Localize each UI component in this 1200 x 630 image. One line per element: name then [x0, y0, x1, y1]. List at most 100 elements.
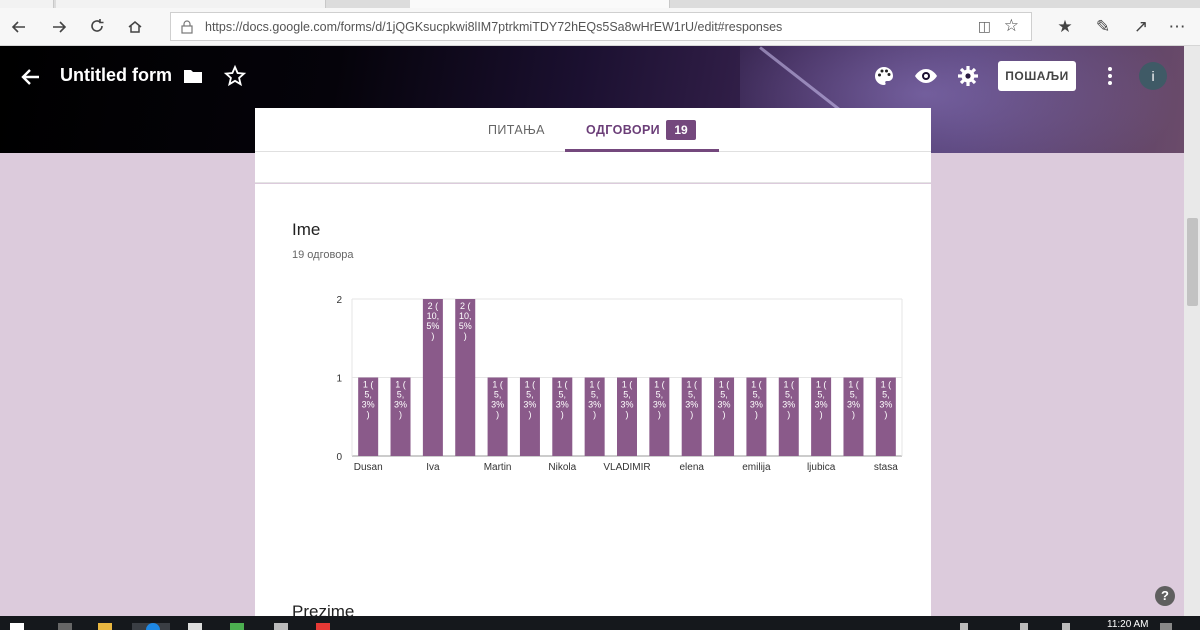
task-view-icon[interactable]: [58, 623, 72, 630]
form-tabs: ПИТАЊА ОДГОВОРИ 19: [255, 108, 931, 152]
send-button[interactable]: ПОШАЉИ: [998, 61, 1076, 91]
chart-bar: [746, 377, 767, 456]
chart-data-label: 2 (10, 5%): [459, 301, 472, 341]
chrome-icon[interactable]: [230, 623, 244, 630]
reading-view-icon[interactable]: ◫: [977, 18, 991, 34]
chart-bar: [681, 377, 702, 456]
chart-bar: [875, 377, 896, 456]
more-dots-icon[interactable]: ⋯: [1168, 17, 1186, 36]
refresh-icon[interactable]: [84, 14, 110, 40]
preview-eye-icon[interactable]: [913, 63, 939, 89]
y-tick-label: 0: [336, 452, 342, 463]
responses-count-badge: 19: [666, 120, 696, 140]
back-arrow-icon[interactable]: [6, 14, 32, 40]
browser-tab[interactable]: [0, 0, 54, 8]
app-red-icon[interactable]: [316, 623, 330, 630]
chart-data-label: 1 (5, 3%): [491, 380, 504, 420]
back-arrow-icon[interactable]: [18, 64, 44, 90]
chart-data-label: 1 (5, 3%): [815, 380, 828, 420]
chart-bar: [584, 377, 605, 456]
chart-bar: [422, 299, 443, 456]
page-scrollbar[interactable]: [1184, 46, 1200, 616]
chart-data-label: 1 (5, 3%): [653, 380, 666, 420]
question-summary-card: Ime 19 одговора 0 1 2 1 (5, 3%) Dusan 1 (5, 3%)…: [255, 184, 931, 630]
form-title[interactable]: Untitled form: [60, 65, 172, 85]
url-text: https://docs.google.com/forms/d/1jQGKsuc…: [205, 20, 783, 34]
question-response-count: 19 одговора: [292, 249, 354, 261]
browser-navbar: https://docs.google.com/forms/d/1jQGKsuc…: [0, 8, 1200, 46]
volume-icon[interactable]: [1062, 623, 1070, 630]
chart-data-label: 1 (5, 3%): [847, 380, 860, 420]
chart-data-label: 1 (5, 3%): [718, 380, 731, 420]
chart-bar: [617, 377, 637, 456]
chart-bar: [390, 377, 411, 456]
question-title: Ime: [292, 220, 321, 239]
chart-bar: [358, 377, 379, 456]
notifications-icon[interactable]: [1160, 623, 1172, 630]
network-icon[interactable]: [1020, 623, 1028, 630]
x-tick-label: emilija: [742, 462, 771, 473]
folder-icon[interactable]: [180, 63, 206, 89]
x-tick-label: elena: [679, 462, 704, 473]
x-tick-label: Dusan: [354, 462, 383, 473]
chart-bar: [811, 377, 832, 456]
chart-bar: [455, 299, 476, 456]
tab-questions[interactable]: ПИТАЊА: [488, 123, 545, 137]
forward-arrow-icon[interactable]: [46, 14, 72, 40]
os-taskbar: 11:20 AM: [0, 616, 1200, 630]
app-icon[interactable]: [274, 623, 288, 630]
y-tick-label: 2: [336, 295, 342, 306]
store-icon[interactable]: [188, 623, 202, 630]
chart-data-label: 1 (5, 3%): [523, 380, 536, 420]
scrollbar-thumb[interactable]: [1187, 218, 1198, 306]
chart-bar: [649, 377, 670, 456]
avatar[interactable]: i: [1139, 62, 1167, 90]
chart-bar: [714, 377, 735, 456]
chart-bar: [552, 377, 573, 456]
chart-bar: [519, 377, 540, 456]
chart-data-label: 1 (5, 3%): [782, 380, 795, 420]
star-icon[interactable]: [222, 63, 248, 89]
chart-bar: [843, 377, 864, 456]
help-button[interactable]: ?: [1155, 586, 1175, 606]
favorites-hub-icon[interactable]: ★: [1057, 17, 1073, 36]
home-icon[interactable]: [122, 14, 148, 40]
x-tick-label: VLADIMIR: [603, 462, 650, 473]
chart-data-label: 1 (5, 3%): [750, 380, 763, 420]
active-tab-indicator: [565, 149, 719, 152]
x-tick-label: ljubica: [807, 462, 836, 473]
share-icon[interactable]: ↗: [1133, 17, 1149, 36]
chart-data-label: 1 (5, 3%): [685, 380, 698, 420]
chart-data-label: 1 (5, 3%): [362, 380, 375, 420]
chart-data-label: 1 (5, 3%): [588, 380, 601, 420]
taskbar-clock: 11:20 AM: [1107, 619, 1149, 630]
chart-data-label: 1 (5, 3%): [394, 380, 407, 420]
tray-icon[interactable]: [960, 623, 968, 630]
x-tick-label: stasa: [874, 462, 898, 473]
x-tick-label: Iva: [426, 462, 440, 473]
browser-tab[interactable]: [56, 0, 326, 8]
x-tick-label: Nikola: [548, 462, 576, 473]
chart-bar: [778, 377, 799, 456]
favorite-star-icon[interactable]: ☆: [1003, 16, 1019, 35]
chart-data-label: 1 (5, 3%): [556, 380, 569, 420]
chart-data-label: 1 (5, 3%): [879, 380, 892, 420]
lock-icon: [181, 20, 193, 34]
y-tick-label: 1: [336, 374, 342, 385]
chart-bar: [487, 377, 508, 456]
file-explorer-icon[interactable]: [98, 623, 112, 630]
chart-data-label: 2 (10, 5%): [426, 301, 439, 341]
palette-icon[interactable]: [871, 63, 897, 89]
browser-tab-active[interactable]: [410, 0, 670, 8]
more-vertical-icon[interactable]: [1098, 63, 1122, 89]
start-windows-icon[interactable]: [10, 623, 24, 630]
responses-summary-card: [255, 152, 931, 183]
edge-logo-icon: [146, 623, 160, 630]
browser-tab-strip: [0, 0, 1200, 8]
tab-responses[interactable]: ОДГОВОРИ: [586, 123, 661, 137]
bar-chart: 0 1 2 1 (5, 3%) Dusan 1 (5, 3%) 2 (10, 5%) Iva 2 (1…: [336, 295, 903, 473]
x-tick-label: Martin: [484, 462, 512, 473]
address-bar[interactable]: https://docs.google.com/forms/d/1jQGKsuc…: [170, 12, 1032, 41]
settings-gear-icon[interactable]: [955, 63, 981, 89]
pen-icon[interactable]: ✎: [1095, 17, 1111, 36]
